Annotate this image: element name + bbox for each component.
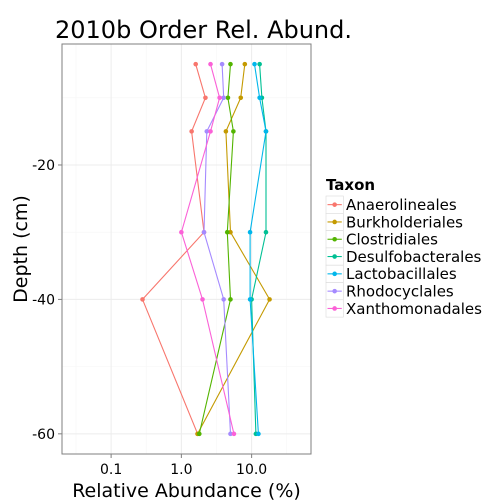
data-point <box>256 431 261 437</box>
data-point <box>267 297 272 302</box>
data-point <box>238 95 244 101</box>
data-point <box>221 297 226 302</box>
y-tick-label: -60 <box>32 427 55 443</box>
series-layer <box>140 61 272 437</box>
data-point <box>203 95 208 101</box>
data-point <box>197 431 202 437</box>
series-lactobacillales <box>247 61 269 437</box>
data-point <box>204 129 210 134</box>
legend-key-point <box>332 236 337 242</box>
legend-item: Anaerolineales <box>325 195 457 214</box>
legend-item: Clostridiales <box>325 230 438 249</box>
data-point <box>140 297 145 302</box>
legend-key-point <box>332 254 337 259</box>
legend-label: Desulfobacterales <box>346 248 482 266</box>
data-point <box>223 129 229 134</box>
data-point <box>179 229 184 235</box>
legend-key-point <box>332 288 337 294</box>
series-line <box>197 64 271 435</box>
data-point <box>217 95 222 101</box>
legend-item: Xanthomonadales <box>325 299 482 318</box>
chart-title: 2010b Order Rel. Abund. <box>55 16 352 44</box>
legend-key-point <box>332 202 337 207</box>
data-point <box>242 61 248 67</box>
legend-label: Xanthomonadales <box>346 300 482 318</box>
y-axis-title: Depth (cm) <box>10 195 32 303</box>
series-line <box>180 64 235 434</box>
legend-label: Anaerolineales <box>346 196 457 214</box>
plot-panel-border <box>61 43 312 455</box>
legend-item: Burkholderiales <box>325 213 463 231</box>
legend-item: Rhodocyclales <box>325 282 454 301</box>
data-point <box>228 431 233 437</box>
legend-title: Taxon <box>326 176 375 194</box>
data-point <box>189 129 194 134</box>
data-point <box>247 297 253 302</box>
legend-label: Rhodocyclales <box>346 283 454 301</box>
data-point <box>257 95 262 101</box>
x-tick-label: 0.1 <box>100 462 122 478</box>
series-rhodocyclales <box>201 61 233 437</box>
legend-key-point <box>332 271 337 277</box>
data-point <box>231 129 236 134</box>
legend-label: Lactobacillales <box>346 265 457 283</box>
series-line <box>203 64 232 434</box>
series-line <box>249 64 267 434</box>
legend-key-point <box>332 306 337 311</box>
data-point <box>231 431 237 437</box>
data-point <box>228 229 233 235</box>
series-xanthomonadales <box>179 61 237 437</box>
series-line <box>141 64 206 435</box>
series-line <box>251 64 267 434</box>
data-point <box>257 61 262 67</box>
data-point <box>225 95 231 101</box>
data-point <box>208 61 213 67</box>
legend-item: Desulfobacterales <box>325 247 482 266</box>
data-point <box>193 61 199 67</box>
legend: Taxon AnaerolinealesBurkholderialesClost… <box>325 176 482 318</box>
data-point <box>263 129 269 134</box>
data-point <box>208 129 213 134</box>
data-point <box>252 61 257 67</box>
x-axis-ticks: 0.1 1.0 10.0 <box>100 454 267 478</box>
x-tick-label: 10.0 <box>236 462 267 478</box>
data-point <box>263 229 269 235</box>
legend-item: Lactobacillales <box>325 264 457 283</box>
legend-label: Clostridiales <box>346 231 438 249</box>
data-point <box>221 95 226 101</box>
y-tick-label: -20 <box>32 158 55 174</box>
data-point <box>247 229 253 235</box>
data-point <box>200 297 205 302</box>
y-axis-ticks: -20 -40 -60 <box>32 158 62 443</box>
data-point <box>201 229 207 235</box>
data-point <box>219 61 225 67</box>
data-point <box>224 229 230 235</box>
legend-label: Burkholderiales <box>346 213 463 231</box>
y-tick-label: -40 <box>32 292 55 308</box>
data-point <box>228 61 233 67</box>
data-point <box>228 297 233 302</box>
x-tick-label: 1.0 <box>170 462 192 478</box>
legend-key-point <box>332 219 337 225</box>
x-axis-title: Relative Abundance (%) <box>72 480 301 502</box>
